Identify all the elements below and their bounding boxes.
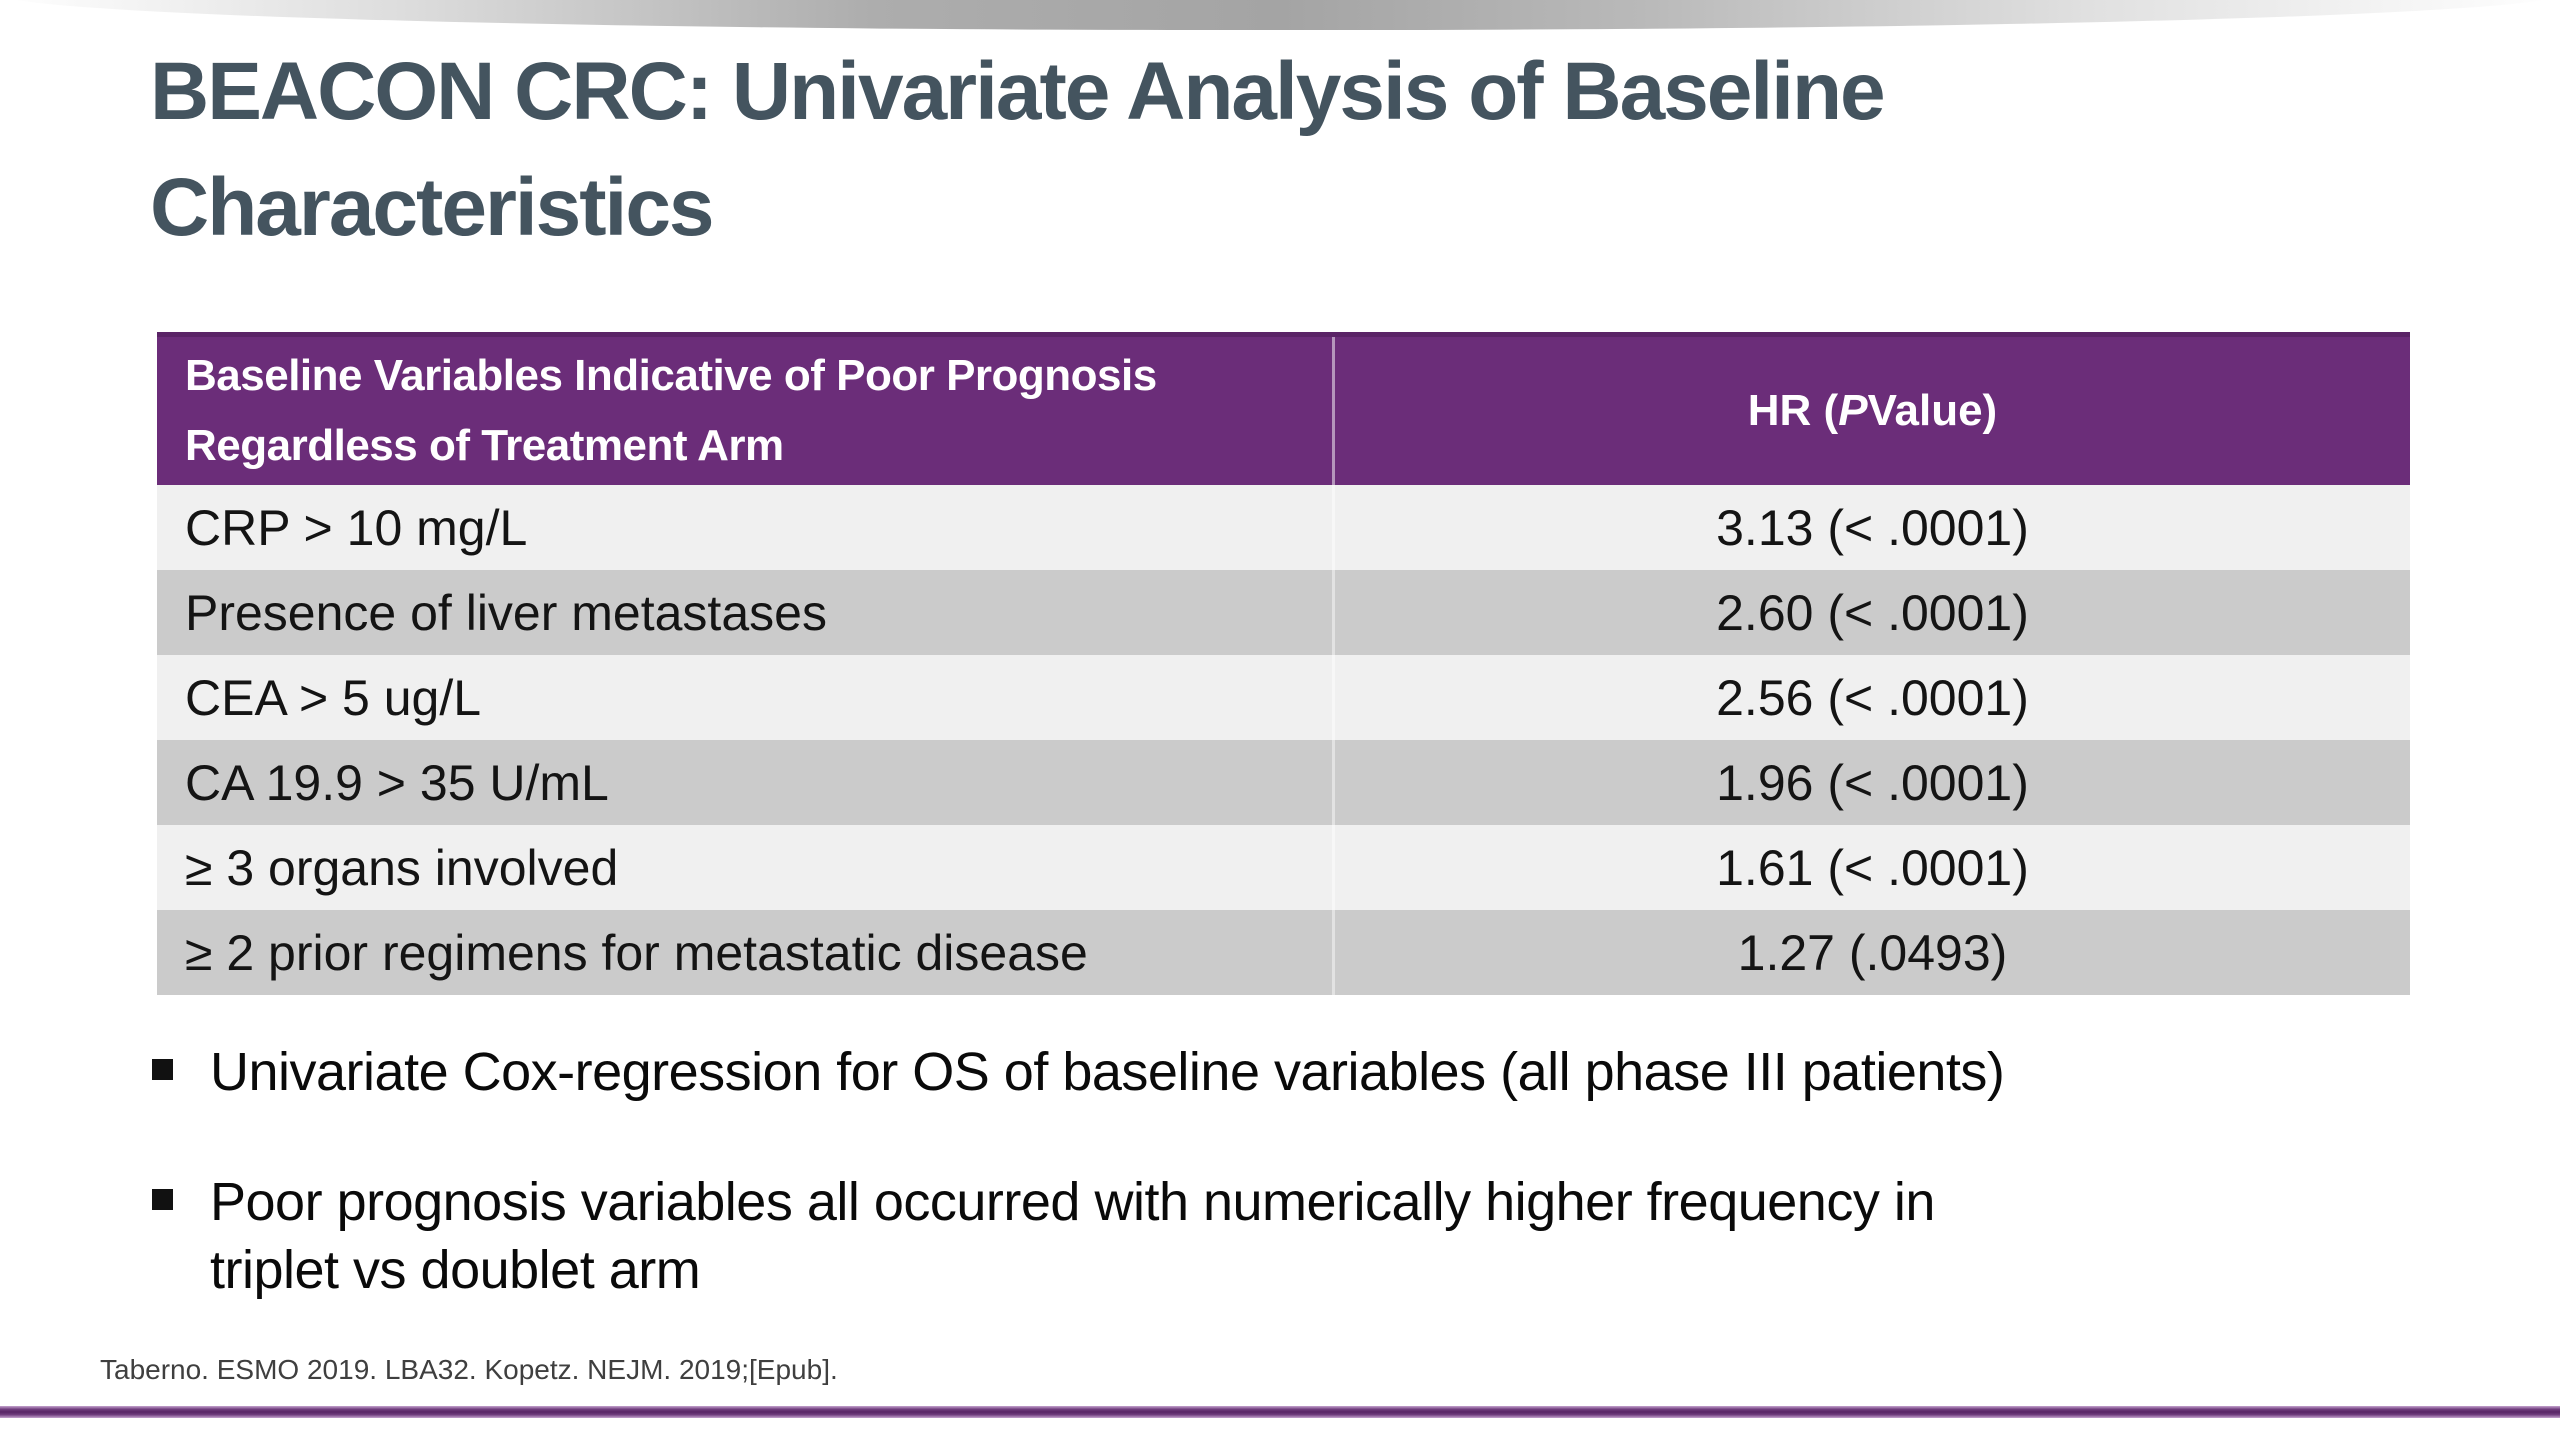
top-edge-shadow (0, 0, 2560, 30)
citation-footnote: Taberno. ESMO 2019. LBA32. Kopetz. NEJM.… (100, 1354, 838, 1385)
table-row: ≥ 2 prior regimens for metastatic diseas… (157, 910, 2410, 995)
square-bullet-icon (152, 1189, 173, 1211)
bullet-list: Univariate Cox-regression for OS of base… (152, 1038, 2482, 1366)
table-row: CEA > 5 ug/L 2.56 (< .0001) (157, 655, 2410, 740)
header-hr-post: Value) (1867, 386, 1998, 435)
header-hr-pvalue-italic: P (1838, 386, 1868, 435)
header-hr-pre: HR ( (1747, 386, 1839, 435)
row-hr-cell: 1.27 (.0493) (1737, 924, 2008, 981)
row-variable-cell: ≥ 2 prior regimens for metastatic diseas… (157, 910, 1335, 995)
bullet-text: Poor prognosis variables all occurred wi… (210, 1168, 1935, 1304)
row-variable-cell: CA 19.9 > 35 U/mL (157, 740, 1335, 825)
row-hr-cell: 3.13 (< .0001) (1716, 499, 2029, 556)
table-row: ≥ 3 organs involved 1.61 (< .0001) (157, 825, 2410, 910)
bullet-item: Poor prognosis variables all occurred wi… (152, 1168, 2482, 1304)
bullet-line: Univariate Cox-regression for OS of base… (210, 1042, 2005, 1102)
header-hr-column: HR (P Value) (1335, 337, 2410, 485)
table-row: CA 19.9 > 35 U/mL 1.96 (< .0001) (157, 740, 2410, 825)
header-variable-column: Baseline Variables Indicative of Poor Pr… (157, 337, 1335, 485)
row-hr-cell: 1.61 (< .0001) (1716, 839, 2029, 896)
row-variable-cell: Presence of liver metastases (157, 570, 1335, 655)
bullet-item: Univariate Cox-regression for OS of base… (152, 1038, 2482, 1106)
row-variable-cell: ≥ 3 organs involved (157, 825, 1335, 910)
bottom-accent-line (0, 1406, 2560, 1418)
slide-title: BEACON CRC: Univariate Analysis of Basel… (150, 46, 1886, 253)
table-header-row: Baseline Variables Indicative of Poor Pr… (157, 337, 2410, 485)
table-row: CRP > 10 mg/L 3.13 (< .0001) (157, 485, 2410, 570)
prognosis-table: Baseline Variables Indicative of Poor Pr… (157, 332, 2410, 995)
square-bullet-icon (152, 1059, 173, 1080)
bullet-line: triplet vs doublet arm (210, 1240, 701, 1301)
row-variable-cell: CEA > 5 ug/L (157, 655, 1335, 740)
row-hr-cell: 1.96 (< .0001) (1716, 754, 2029, 811)
row-hr-cell: 2.56 (< .0001) (1716, 669, 2029, 726)
table-row: Presence of liver metastases 2.60 (< .00… (157, 570, 2410, 655)
bullet-text: Univariate Cox-regression for OS of base… (210, 1038, 2005, 1106)
bullet-line: Poor prognosis variables all occurred wi… (210, 1172, 1935, 1233)
row-hr-cell: 2.60 (< .0001) (1716, 584, 2029, 641)
row-variable-cell: CRP > 10 mg/L (157, 485, 1335, 570)
